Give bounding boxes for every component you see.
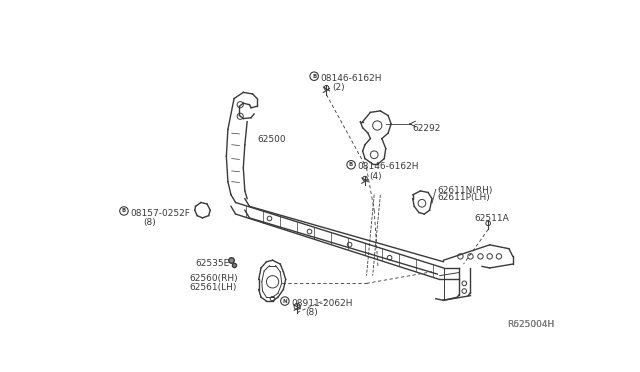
Text: R625004H: R625004H xyxy=(508,320,555,329)
Text: (2): (2) xyxy=(333,83,345,92)
Text: 62611N(RH): 62611N(RH) xyxy=(437,186,493,195)
Text: 62561(LH): 62561(LH) xyxy=(189,283,237,292)
Text: 62511A: 62511A xyxy=(474,214,509,223)
Text: 08146-6162H: 08146-6162H xyxy=(357,163,419,171)
Text: 62500: 62500 xyxy=(257,135,286,144)
Text: (8): (8) xyxy=(143,218,156,227)
Text: 08911-2062H: 08911-2062H xyxy=(291,299,353,308)
Text: 62611P(LH): 62611P(LH) xyxy=(437,193,490,202)
Text: 08157-0252F: 08157-0252F xyxy=(130,209,190,218)
Text: 62535E: 62535E xyxy=(196,259,230,268)
Text: N: N xyxy=(283,299,287,304)
Text: B: B xyxy=(122,208,126,214)
Text: 62292: 62292 xyxy=(413,124,441,133)
Text: R625004H: R625004H xyxy=(508,320,555,329)
Text: B: B xyxy=(312,74,316,79)
Text: B: B xyxy=(349,162,353,167)
Text: (8): (8) xyxy=(305,308,317,317)
Text: 08146-6162H: 08146-6162H xyxy=(320,74,382,83)
Text: 62560(RH): 62560(RH) xyxy=(189,274,238,283)
Text: (4): (4) xyxy=(369,172,382,181)
